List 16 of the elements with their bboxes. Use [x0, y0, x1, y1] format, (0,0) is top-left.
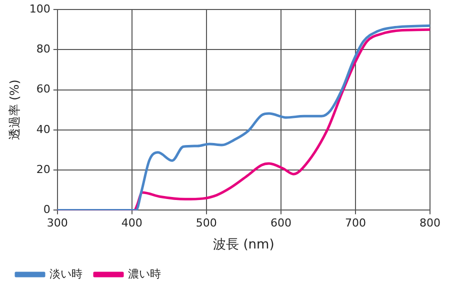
y-tick-label: 40 [36, 122, 50, 136]
y-tick-label: 20 [36, 162, 50, 176]
x-tick-label: 300 [46, 216, 68, 230]
y-axis-title: 透過率 (%) [7, 80, 22, 140]
x-axis-title: 波長 (nm) [213, 238, 274, 253]
legend-label: 淡い時 [50, 267, 82, 280]
x-tick-label: 700 [344, 216, 366, 230]
y-tick-label: 0 [43, 203, 50, 216]
y-tick-label: 60 [36, 82, 50, 96]
y-tick-label: 100 [29, 2, 50, 16]
legend-label: 濃い時 [128, 267, 161, 280]
x-tick-label: 600 [270, 216, 292, 230]
x-tick-label: 400 [121, 216, 142, 230]
x-tick-label: 500 [196, 216, 217, 230]
x-tick-label: 800 [420, 216, 440, 230]
y-tick-label: 80 [36, 42, 50, 56]
